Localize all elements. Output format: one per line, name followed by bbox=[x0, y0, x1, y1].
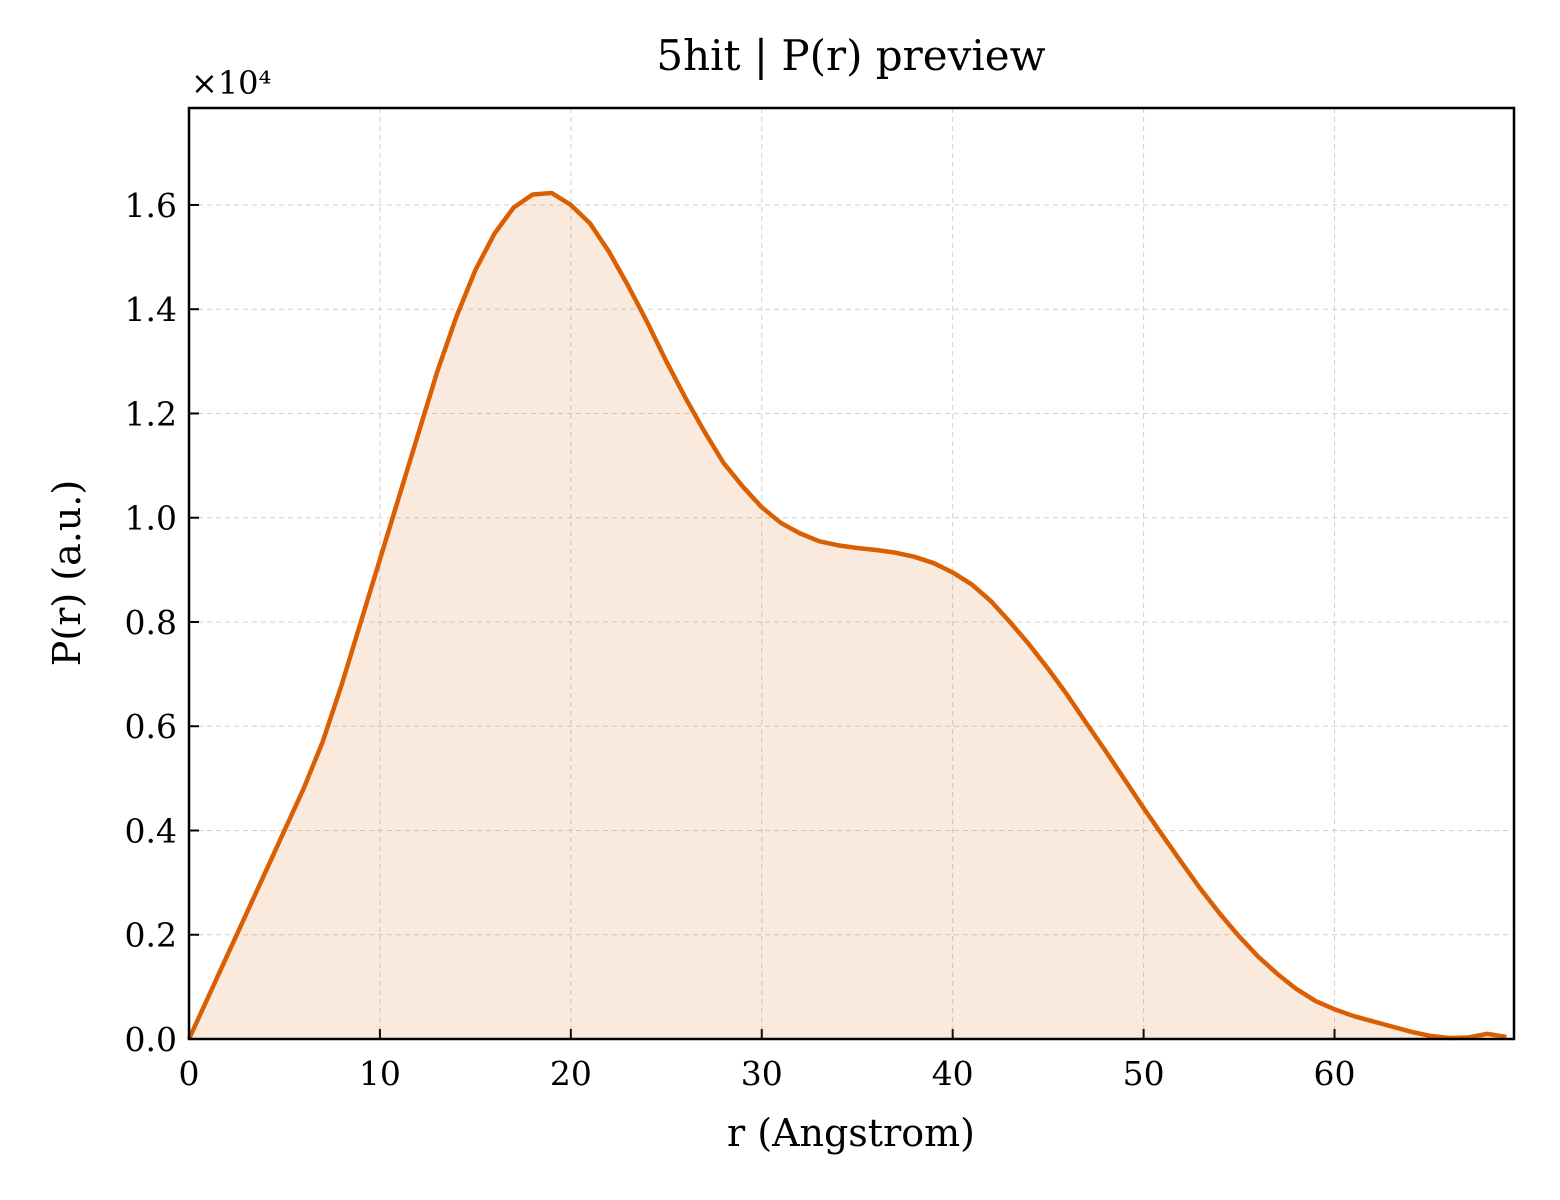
x-tick-label: 30 bbox=[741, 1054, 783, 1093]
x-tick-label: 20 bbox=[550, 1054, 592, 1093]
y-tick-label: 1.0 bbox=[125, 499, 177, 538]
y-axis-label: P(r) (a.u.) bbox=[45, 480, 89, 666]
line bbox=[186, 190, 1507, 1041]
y-tick-label: 1.6 bbox=[125, 186, 177, 225]
x-axis-label: r (Angstrom) bbox=[727, 1111, 975, 1155]
y-tick-label: 0.0 bbox=[125, 1020, 177, 1059]
chart-title: 5hit | P(r) preview bbox=[656, 31, 1045, 80]
x-tick-label: 10 bbox=[359, 1054, 401, 1093]
y-tick-label: 1.4 bbox=[125, 290, 177, 329]
y-offset-label: ×10⁴ bbox=[191, 64, 271, 102]
y-tick-label: 0.8 bbox=[125, 603, 177, 642]
y-tick-label: 0.6 bbox=[125, 707, 177, 746]
plot-frame bbox=[187, 106, 1516, 1041]
area bbox=[189, 192, 1507, 1040]
x-tick-label: 0 bbox=[179, 1054, 200, 1093]
y-tick-label: 0.4 bbox=[125, 811, 177, 850]
y-tick-label: 0.2 bbox=[125, 916, 177, 955]
x-tick-label: 50 bbox=[1123, 1054, 1165, 1093]
y-tick-label: 1.2 bbox=[125, 394, 177, 433]
x-tick-label: 40 bbox=[932, 1054, 974, 1093]
x-tick-label: 60 bbox=[1314, 1054, 1356, 1093]
